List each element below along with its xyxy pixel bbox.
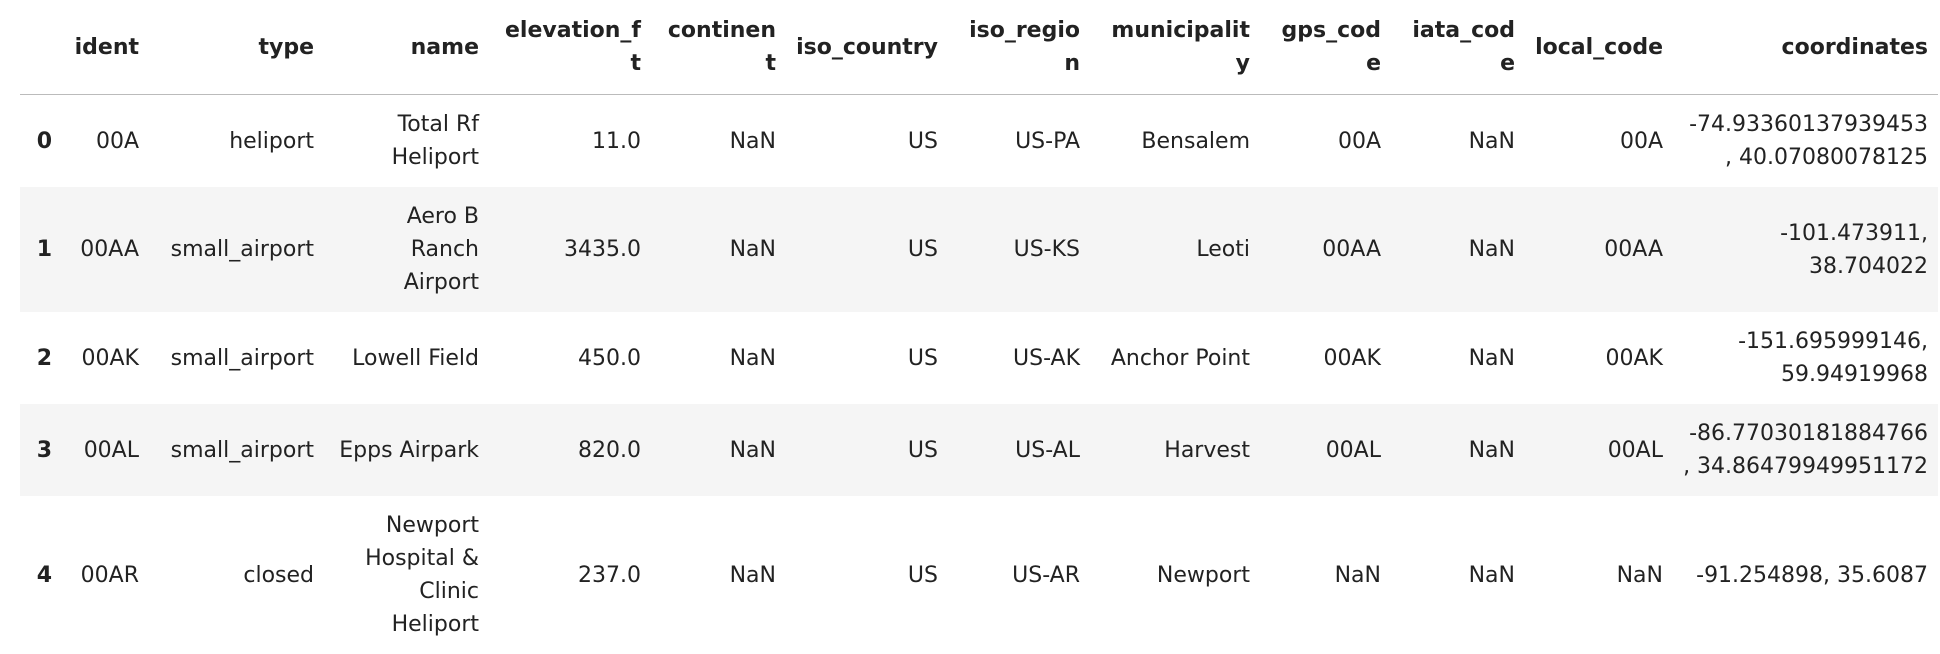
column-header: municipality: [1090, 0, 1260, 95]
table-cell: US-KS: [948, 187, 1090, 312]
table-cell: Newport: [1090, 496, 1260, 654]
table-cell: -86.77030181884766, 34.86479949951172: [1673, 404, 1938, 496]
table-cell: Lowell Field: [324, 312, 489, 404]
table-cell: 00AK: [1525, 312, 1673, 404]
table-cell: US: [786, 312, 948, 404]
table-cell: Aero B Ranch Airport: [324, 187, 489, 312]
table-cell: NaN: [1391, 95, 1525, 188]
table-cell: NaN: [651, 312, 786, 404]
table-cell: 450.0: [489, 312, 651, 404]
column-header: local_code: [1525, 0, 1673, 95]
column-header: coordinates: [1673, 0, 1938, 95]
table-cell: US: [786, 404, 948, 496]
row-index: 0: [20, 95, 58, 188]
table-cell: 00AK: [1260, 312, 1391, 404]
table-cell: NaN: [651, 496, 786, 654]
table-cell: -74.93360137939453, 40.07080078125: [1673, 95, 1938, 188]
table-cell: US-AR: [948, 496, 1090, 654]
row-index: 1: [20, 187, 58, 312]
table-cell: Anchor Point: [1090, 312, 1260, 404]
table-cell: small_airport: [149, 187, 324, 312]
table-cell: 00A: [1525, 95, 1673, 188]
table-cell: 00AK: [58, 312, 149, 404]
table-cell: 00AL: [1525, 404, 1673, 496]
table-cell: -151.695999146, 59.94919968: [1673, 312, 1938, 404]
column-header: gps_code: [1260, 0, 1391, 95]
index-header: [20, 0, 58, 95]
table-cell: 00AA: [1525, 187, 1673, 312]
column-header: elevation_ft: [489, 0, 651, 95]
table-cell: closed: [149, 496, 324, 654]
table-cell: Harvest: [1090, 404, 1260, 496]
column-header: continent: [651, 0, 786, 95]
table-cell: NaN: [1391, 404, 1525, 496]
column-header: iata_code: [1391, 0, 1525, 95]
table-cell: NaN: [651, 95, 786, 188]
table-cell: 00AL: [1260, 404, 1391, 496]
table-cell: 3435.0: [489, 187, 651, 312]
table-cell: Newport Hospital & Clinic Heliport: [324, 496, 489, 654]
table-cell: 00AR: [58, 496, 149, 654]
table-cell: 11.0: [489, 95, 651, 188]
column-header: name: [324, 0, 489, 95]
table-cell: US-AL: [948, 404, 1090, 496]
table-cell: NaN: [1391, 312, 1525, 404]
column-header: iso_region: [948, 0, 1090, 95]
table-cell: NaN: [651, 187, 786, 312]
table-cell: US-AK: [948, 312, 1090, 404]
table-cell: small_airport: [149, 404, 324, 496]
table-cell: 237.0: [489, 496, 651, 654]
column-header: type: [149, 0, 324, 95]
table-cell: NaN: [1391, 496, 1525, 654]
table-cell: 00AA: [58, 187, 149, 312]
table-cell: NaN: [1391, 187, 1525, 312]
table-cell: NaN: [1525, 496, 1673, 654]
table-cell: NaN: [651, 404, 786, 496]
table-cell: 00A: [1260, 95, 1391, 188]
row-index: 4: [20, 496, 58, 654]
table-cell: 00AA: [1260, 187, 1391, 312]
table-cell: US: [786, 496, 948, 654]
table-cell: Epps Airpark: [324, 404, 489, 496]
table-cell: 00A: [58, 95, 149, 188]
row-index: 3: [20, 404, 58, 496]
table-cell: heliport: [149, 95, 324, 188]
table-cell: small_airport: [149, 312, 324, 404]
table-cell: 00AL: [58, 404, 149, 496]
row-index: 2: [20, 312, 58, 404]
table-cell: Total Rf Heliport: [324, 95, 489, 188]
table-cell: Bensalem: [1090, 95, 1260, 188]
column-header: ident: [58, 0, 149, 95]
column-header: iso_country: [786, 0, 948, 95]
table-cell: 820.0: [489, 404, 651, 496]
table-cell: -101.473911, 38.704022: [1673, 187, 1938, 312]
table-cell: Leoti: [1090, 187, 1260, 312]
table-cell: NaN: [1260, 496, 1391, 654]
table-cell: US-PA: [948, 95, 1090, 188]
table-cell: US: [786, 187, 948, 312]
table-cell: US: [786, 95, 948, 188]
table-cell: -91.254898, 35.6087: [1673, 496, 1938, 654]
